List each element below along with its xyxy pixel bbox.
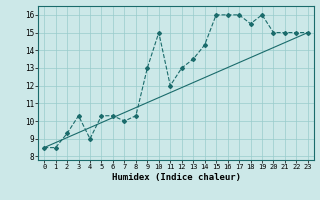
X-axis label: Humidex (Indice chaleur): Humidex (Indice chaleur) xyxy=(111,173,241,182)
